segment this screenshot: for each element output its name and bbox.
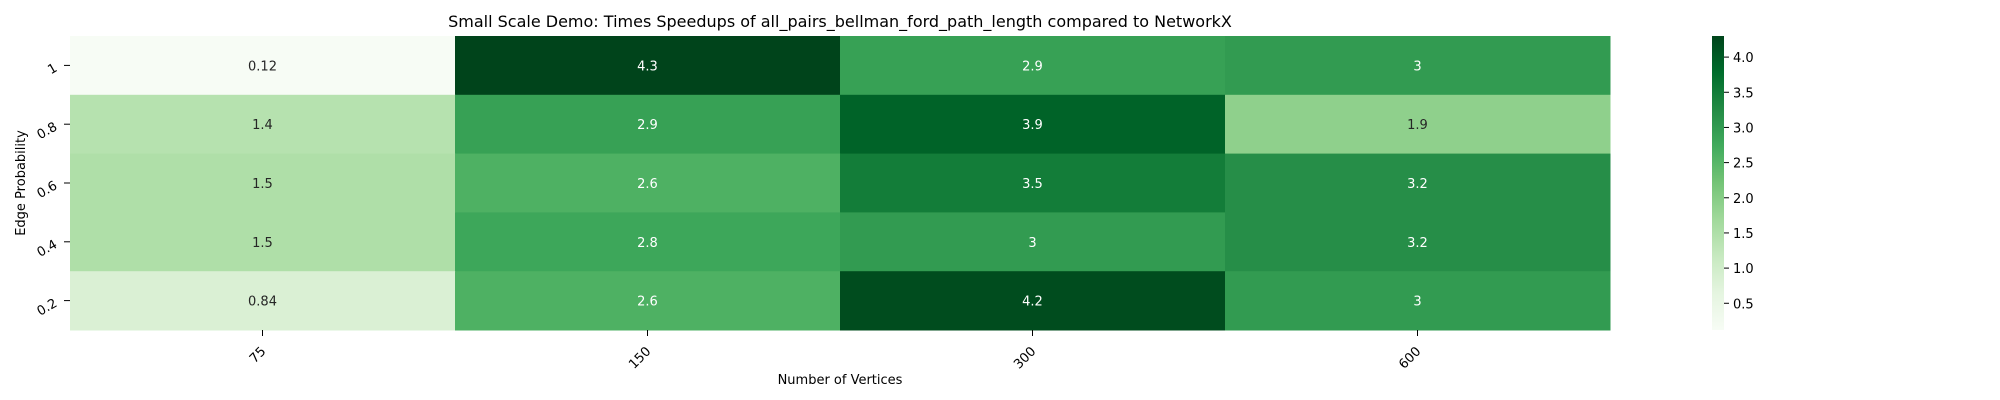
- heatmap-cell: [840, 212, 1226, 272]
- heatmap-cell: [1225, 36, 1611, 96]
- chart-title: Small Scale Demo: Times Speedups of all_…: [448, 12, 1232, 32]
- heatmap-cell: [1225, 94, 1611, 155]
- heatmap-cells: 0.12 4.3 2.9 3 1.4 2.9 3.9 1.9 1.5 2.6 3.5 3.2 1.5 2.…: [70, 36, 1611, 331]
- cell-value-label: 0.84: [248, 295, 277, 310]
- heatmap-cell: [70, 271, 456, 331]
- heatmap-cell: [455, 94, 841, 155]
- cell-value-label: 3: [1413, 295, 1421, 310]
- colorbar-tick-label: 1.0: [1733, 262, 1754, 277]
- heatmap-cell: [455, 212, 841, 272]
- cell-value-label: 3: [1413, 59, 1421, 74]
- cell-value-label: 2.6: [637, 177, 658, 192]
- y-tick-label: 0.2: [35, 296, 60, 319]
- y-tick-label: 0.6: [35, 178, 60, 201]
- x-axis-ticks: 75 150 300 600: [247, 330, 1424, 372]
- colorbar-tick-label: 2.0: [1733, 192, 1754, 207]
- colorbar-tick-label: 0.5: [1733, 297, 1754, 312]
- cell-value-label: 0.12: [248, 59, 277, 74]
- heatmap-cell: [1225, 153, 1611, 213]
- colorbar-tick-label: 4.0: [1733, 51, 1754, 66]
- heatmap-cell: [840, 94, 1226, 155]
- heatmap-cell: [455, 153, 841, 213]
- heatmap-cell: [455, 271, 841, 331]
- cell-value-label: 1.5: [252, 236, 273, 251]
- y-tick-label: 1: [45, 61, 60, 78]
- x-tick-label: 75: [247, 344, 269, 366]
- colorbar-tick-label: 3.5: [1733, 86, 1754, 101]
- x-tick-label: 300: [1011, 344, 1039, 372]
- cell-value-label: 1.9: [1407, 118, 1428, 133]
- cell-value-label: 3: [1028, 236, 1036, 251]
- heatmap-cell: [70, 94, 456, 155]
- heatmap-cell: [840, 36, 1226, 96]
- cell-value-label: 2.9: [637, 118, 658, 133]
- cell-value-label: 1.5: [252, 177, 273, 192]
- y-tick-label: 0.4: [35, 237, 60, 260]
- cell-value-label: 2.9: [1022, 59, 1043, 74]
- colorbar-tick-label: 1.5: [1733, 227, 1754, 242]
- heatmap-cell: [70, 36, 456, 96]
- colorbar: [1712, 36, 1724, 330]
- y-axis-label: Edge Probability: [14, 130, 29, 236]
- heatmap-cell: [840, 271, 1226, 331]
- heatmap-cell: [70, 212, 456, 272]
- colorbar-ticks: 0.5 1.0 1.5 2.0 2.5 3.0 3.5 4.0: [1724, 51, 1754, 312]
- heatmap-cell: [1225, 271, 1611, 331]
- colorbar-tick-label: 2.5: [1733, 157, 1754, 172]
- cell-value-label: 4.2: [1022, 295, 1043, 310]
- cell-value-label: 2.6: [637, 295, 658, 310]
- heatmap-cell: [455, 36, 841, 96]
- cell-value-label: 2.8: [637, 236, 658, 251]
- heatmap-cell: [1225, 212, 1611, 272]
- x-axis-label: Number of Vertices: [778, 373, 903, 388]
- cell-value-label: 1.4: [252, 118, 273, 133]
- cell-value-label: 3.2: [1407, 236, 1428, 251]
- cell-value-label: 3.9: [1022, 118, 1043, 133]
- x-tick-label: 600: [1396, 344, 1424, 372]
- cell-value-label: 3.5: [1022, 177, 1043, 192]
- y-axis-ticks: 1 0.8 0.6 0.4 0.2: [35, 61, 70, 319]
- colorbar-tick-label: 3.0: [1733, 121, 1754, 136]
- cell-value-label: 4.3: [637, 59, 658, 74]
- y-tick-label: 0.8: [35, 120, 60, 143]
- x-tick-label: 150: [626, 344, 654, 372]
- heatmap-cell: [70, 153, 456, 213]
- cell-value-label: 3.2: [1407, 177, 1428, 192]
- heatmap-cell: [840, 153, 1226, 213]
